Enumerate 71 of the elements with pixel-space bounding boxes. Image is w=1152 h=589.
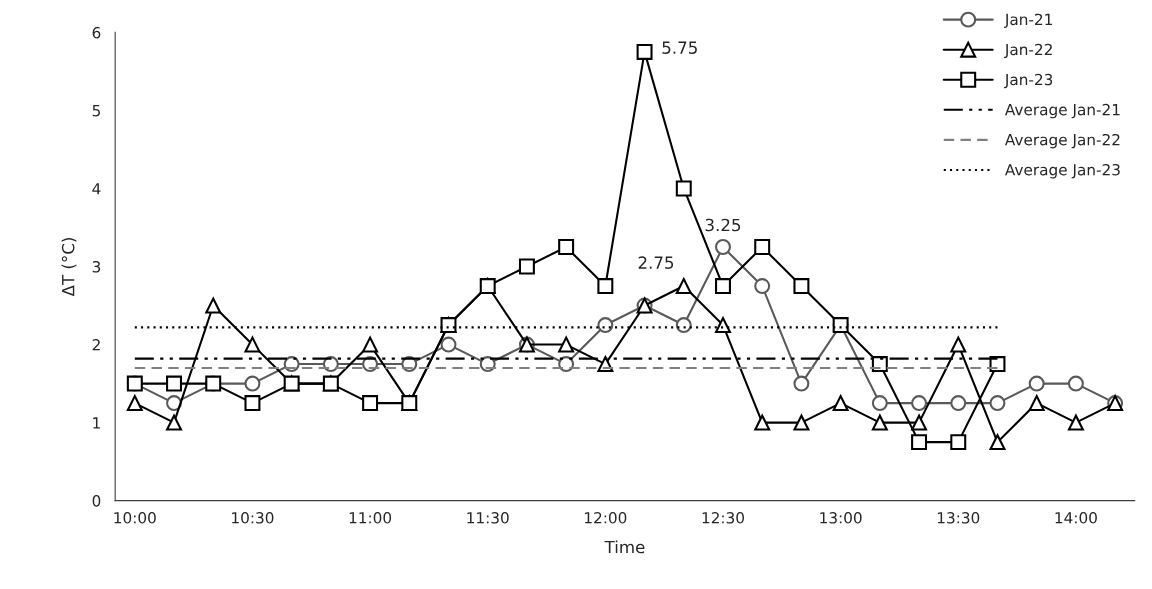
x-tick-label: 12:30 [702, 512, 744, 524]
point [244, 395, 261, 412]
point [675, 180, 692, 197]
point [244, 375, 261, 392]
point [558, 239, 575, 255]
legend-label: Jan-21 [1004, 13, 1052, 29]
point [362, 395, 379, 412]
data-label: 3.25 [705, 218, 741, 232]
point [754, 414, 771, 431]
point [950, 434, 967, 451]
point [166, 395, 182, 412]
point [793, 414, 810, 431]
point [558, 336, 575, 353]
x-tick-label: 11:30 [467, 512, 509, 524]
y-axis-title: ΔT (°C) [61, 238, 77, 297]
point [911, 395, 928, 412]
x-tick-label: 14:00 [1055, 512, 1097, 524]
point [597, 278, 614, 295]
data-label: 2.75 [638, 256, 674, 269]
y-tick-label: 1 [93, 417, 100, 429]
point [166, 375, 182, 392]
x-tick-label: 13:00 [820, 512, 862, 524]
point [1067, 414, 1084, 431]
point [675, 317, 692, 334]
legend-label: Average Jan-23 [1004, 163, 1120, 179]
point [440, 317, 457, 334]
point [950, 336, 967, 353]
legend-label: Average Jan-22 [1004, 133, 1120, 149]
point [1028, 395, 1045, 412]
x-tick-label: 12:00 [585, 512, 627, 524]
point [636, 43, 653, 60]
x-tick-label: 11:00 [349, 512, 392, 524]
point [911, 414, 928, 431]
point [597, 317, 614, 334]
y-tick-label: 6 [92, 26, 101, 39]
x-axis-title: Time [604, 540, 645, 554]
legend-label: Average Jan-21 [1004, 103, 1120, 119]
point [205, 297, 222, 314]
point [793, 375, 810, 392]
y-tick-label: 4 [92, 183, 101, 195]
point [244, 336, 261, 353]
x-tick-label: 13:30 [937, 512, 980, 524]
point [675, 278, 692, 295]
point [1028, 375, 1045, 392]
point [126, 395, 143, 412]
legend-label: Jan-22 [1004, 43, 1052, 59]
point [362, 336, 379, 353]
point [793, 278, 810, 295]
point [440, 336, 457, 353]
point [715, 317, 731, 334]
x-tick-label: 10:30 [232, 512, 274, 524]
data-label: 5.75 [662, 41, 697, 54]
point [871, 414, 888, 431]
point [166, 414, 182, 431]
point [832, 395, 849, 412]
point [911, 434, 928, 451]
point [950, 395, 967, 412]
legend-label: Jan-23 [1004, 73, 1053, 89]
y-tick-label: 5 [92, 105, 100, 117]
point [754, 278, 771, 295]
point [715, 239, 731, 255]
point [754, 239, 771, 255]
point [989, 395, 1006, 412]
point [871, 395, 888, 412]
point [518, 258, 535, 275]
y-tick-label: 0 [92, 495, 101, 507]
point [1067, 375, 1084, 392]
y-tick-label: 2 [92, 339, 100, 351]
y-tick-label: 3 [92, 260, 101, 273]
point [715, 278, 731, 295]
x-tick-label: 10:00 [114, 512, 156, 524]
